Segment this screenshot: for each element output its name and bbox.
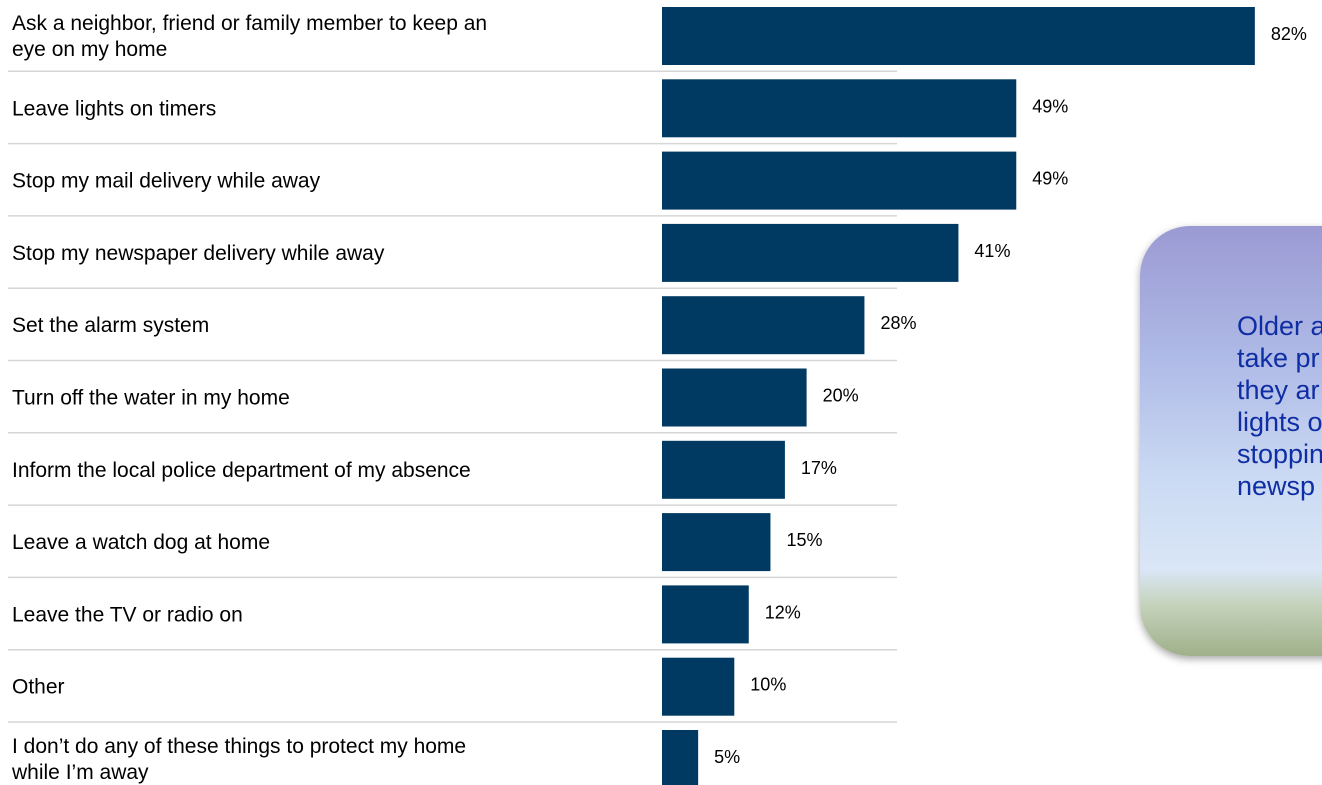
value-label: 49% xyxy=(1032,169,1068,189)
value-label: 5% xyxy=(714,747,740,767)
category-label: Ask a neighbor, friend or family member … xyxy=(12,12,487,61)
value-label: 49% xyxy=(1032,96,1068,116)
bar xyxy=(662,79,1017,138)
category-label: Stop my newspaper delivery while away xyxy=(12,242,385,265)
category-label: Other xyxy=(12,676,65,699)
value-label: 10% xyxy=(750,675,786,695)
bar xyxy=(662,7,1255,65)
category-label: Inform the local police department of my… xyxy=(12,459,471,482)
category-label: Stop my mail delivery while away xyxy=(12,170,321,193)
bar xyxy=(662,585,749,644)
callout-text: Older a take pr they ar lights o stoppin… xyxy=(1237,311,1322,501)
value-label: 17% xyxy=(801,458,837,478)
bar xyxy=(662,440,785,499)
bar xyxy=(662,296,865,355)
value-label: 15% xyxy=(786,530,822,550)
category-label: Leave a watch dog at home xyxy=(12,531,270,554)
category-label: Turn off the water in my home xyxy=(12,387,290,410)
value-label: 41% xyxy=(974,241,1010,261)
bar xyxy=(662,223,959,282)
category-label: Leave lights on timers xyxy=(12,97,216,120)
bar xyxy=(662,368,807,427)
value-label: 82% xyxy=(1271,24,1307,44)
bar xyxy=(662,730,699,785)
bar xyxy=(662,513,771,572)
category-label: Leave the TV or radio on xyxy=(12,603,243,626)
category-label: Set the alarm system xyxy=(12,314,209,337)
category-label: I don’t do any of these things to protec… xyxy=(11,735,466,784)
callout-box: Older a take pr they ar lights o stoppin… xyxy=(1140,226,1322,656)
value-label: 20% xyxy=(823,386,859,406)
value-label: 28% xyxy=(880,313,916,333)
bar xyxy=(662,657,735,716)
value-label: 12% xyxy=(765,602,801,622)
bar xyxy=(662,151,1017,210)
